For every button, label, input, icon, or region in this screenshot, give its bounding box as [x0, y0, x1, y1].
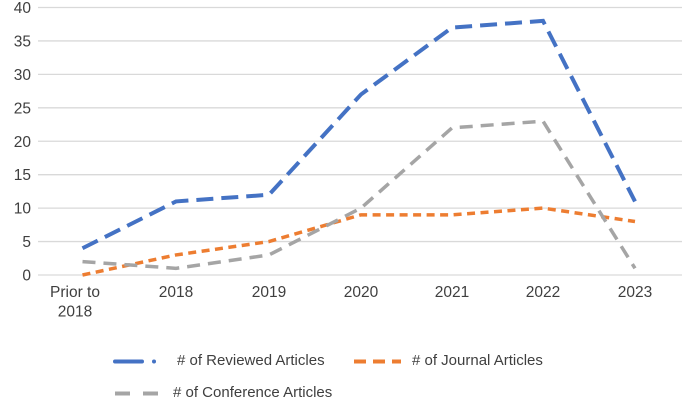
y-axis-tick-label: 20	[14, 134, 32, 151]
series-line-2	[82, 206, 636, 277]
y-axis-tick-label: 40	[14, 0, 32, 17]
legend-line-reviewed-articles-icon	[113, 359, 168, 363]
x-axis-tick-label: 2021	[435, 284, 469, 301]
x-axis-tick-label: 2019	[252, 284, 286, 301]
chart-canvas: 0 5 10 15 20 25 30 35 40 Prior to 2018 2018 2019 2020…	[14, 0, 682, 321]
x-axis-tick-label: 2018	[58, 304, 92, 321]
legend-label-conference-articles: # of Conference Articles	[173, 384, 333, 401]
y-axis-tick-label: 35	[14, 33, 31, 50]
x-axis-tick-label: 2023	[618, 284, 652, 301]
legend-line-conference-articles-icon	[115, 391, 162, 395]
y-axis-tick-label: 10	[14, 201, 32, 218]
series-line-3	[82, 119, 637, 271]
x-axis-tick-label: 2022	[526, 284, 560, 301]
legend-line-journal-articles-icon	[354, 359, 401, 363]
y-axis-tick-label: 0	[22, 268, 31, 285]
y-axis-tick-label: 5	[22, 234, 31, 251]
legend-label-journal-articles: # of Journal Articles	[412, 352, 543, 369]
y-axis-tick-label: 30	[14, 67, 32, 84]
legend-item-journal-articles: # of Journal Articles	[352, 351, 543, 371]
series-line-1	[81, 18, 637, 251]
y-axis-tick-label: 15	[14, 167, 31, 184]
x-axis-tick-label: 2020	[344, 284, 379, 301]
x-axis-tick-label: 2018	[159, 284, 193, 301]
legend-item-conference-articles: # of Conference Articles	[113, 383, 332, 403]
legend-label-reviewed-articles: # of Reviewed Articles	[177, 352, 325, 369]
y-axis-tick-label: 25	[14, 100, 31, 117]
legend-item-reviewed-articles: # of Reviewed Articles	[113, 351, 325, 371]
x-axis-tick-label: Prior to	[50, 284, 100, 301]
